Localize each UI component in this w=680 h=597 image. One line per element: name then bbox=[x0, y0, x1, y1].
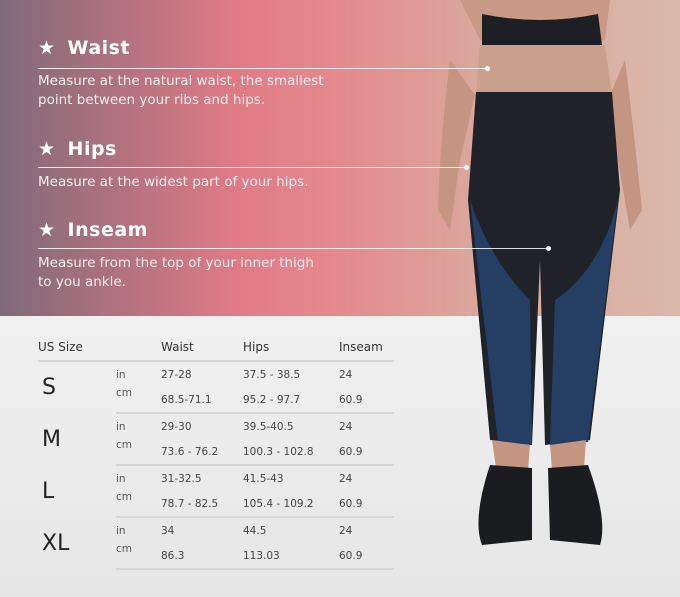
section-description: point between your ribs and hips. bbox=[38, 92, 266, 108]
size-label: S bbox=[42, 375, 56, 400]
unit-label: cm bbox=[116, 491, 161, 518]
size-label: L bbox=[42, 478, 55, 504]
unit-label: in bbox=[116, 524, 126, 537]
inseam-value: 24 bbox=[339, 472, 353, 485]
waist-value: 29-30 bbox=[161, 420, 192, 433]
inseam-guide-dot bbox=[546, 246, 551, 251]
hips-guide-line bbox=[38, 167, 466, 168]
inseam-value: 60.9 bbox=[339, 543, 394, 570]
hips-value: 105.4 - 109.2 bbox=[243, 491, 339, 518]
section-description: Measure from the top of your inner thigh bbox=[38, 255, 314, 271]
waist-guide-line bbox=[38, 68, 487, 69]
table-row: cm 86.3 113.03 60.9 bbox=[38, 543, 394, 570]
inseam-value: 24 bbox=[339, 420, 353, 433]
hips-section: ★ Hips Measure at the widest part of your… bbox=[38, 138, 308, 192]
hips-value: 113.03 bbox=[243, 543, 339, 570]
waist-value: 27-28 bbox=[161, 368, 192, 381]
inseam-guide-line bbox=[38, 248, 548, 249]
unit-label: cm bbox=[116, 439, 161, 466]
inseam-value: 60.9 bbox=[339, 491, 394, 518]
inseam-value: 24 bbox=[339, 524, 353, 537]
table-row: XL in 34 44.5 24 bbox=[38, 517, 394, 556]
waist-section: ★ Waist Measure at the natural waist, the… bbox=[38, 37, 324, 110]
unit-label: in bbox=[116, 420, 126, 433]
table-row: cm 68.5-71.1 95.2 - 97.7 60.9 bbox=[38, 387, 394, 414]
section-description: Measure at the natural waist, the smalle… bbox=[38, 73, 324, 89]
unit-label: in bbox=[116, 368, 126, 381]
header-inseam: Inseam bbox=[339, 337, 394, 362]
hips-value: 44.5 bbox=[243, 524, 267, 537]
waist-guide-dot bbox=[485, 66, 490, 71]
header-us-size: US Size bbox=[38, 337, 161, 362]
inseam-section: ★ Inseam Measure from the top of your inn… bbox=[38, 219, 314, 292]
hips-value: 41.5-43 bbox=[243, 472, 284, 485]
section-description: to you ankle. bbox=[38, 274, 126, 290]
size-label: M bbox=[42, 426, 61, 452]
inseam-value: 60.9 bbox=[339, 439, 394, 466]
waist-value: 68.5-71.1 bbox=[161, 387, 243, 414]
star-icon: ★ bbox=[38, 138, 56, 160]
section-title: Inseam bbox=[67, 219, 148, 241]
waist-value: 73.6 - 76.2 bbox=[161, 439, 243, 466]
unit-label: cm bbox=[116, 543, 161, 570]
section-title: Hips bbox=[67, 138, 117, 160]
table-row: cm 73.6 - 76.2 100.3 - 102.8 60.9 bbox=[38, 439, 394, 466]
size-label: XL bbox=[42, 530, 70, 556]
inseam-value: 24 bbox=[339, 368, 353, 381]
header-hips: Hips bbox=[243, 337, 339, 362]
star-icon: ★ bbox=[38, 219, 56, 241]
hips-value: 100.3 - 102.8 bbox=[243, 439, 339, 466]
table-row: cm 78.7 - 82.5 105.4 - 109.2 60.9 bbox=[38, 491, 394, 518]
waist-value: 31-32.5 bbox=[161, 472, 202, 485]
section-description: Measure at the widest part of your hips. bbox=[38, 174, 309, 190]
hips-value: 39.5-40.5 bbox=[243, 420, 294, 433]
hips-guide-dot bbox=[464, 165, 469, 170]
header-waist: Waist bbox=[161, 337, 243, 362]
section-title: Waist bbox=[67, 37, 131, 59]
waist-value: 78.7 - 82.5 bbox=[161, 491, 243, 518]
waist-value: 34 bbox=[161, 524, 175, 537]
inseam-value: 60.9 bbox=[339, 387, 394, 414]
unit-label: in bbox=[116, 472, 126, 485]
hips-value: 95.2 - 97.7 bbox=[243, 387, 339, 414]
star-icon: ★ bbox=[38, 37, 56, 59]
waist-value: 86.3 bbox=[161, 543, 243, 570]
model-photo bbox=[438, 0, 642, 545]
hips-value: 37.5 - 38.5 bbox=[243, 368, 301, 381]
unit-label: cm bbox=[116, 387, 161, 414]
